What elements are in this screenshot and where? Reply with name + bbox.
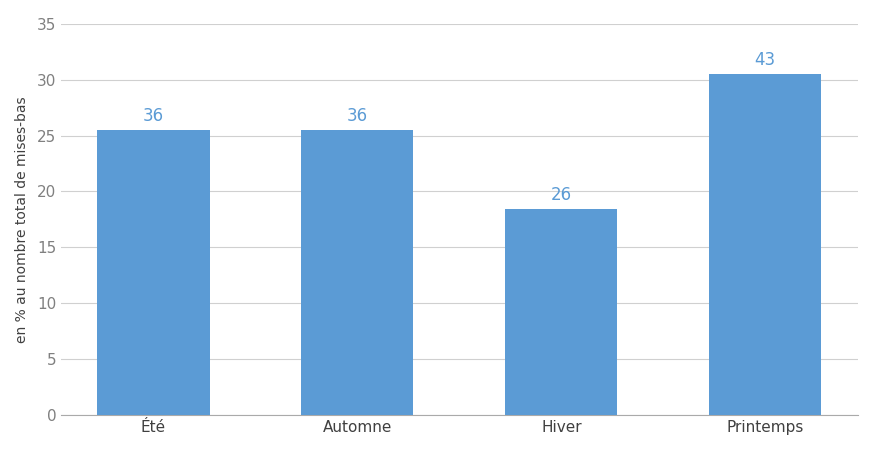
- Y-axis label: en % au nombre total de mises-bas: en % au nombre total de mises-bas: [15, 96, 29, 343]
- Bar: [301, 130, 414, 415]
- Text: 36: 36: [346, 107, 368, 125]
- Text: 26: 26: [550, 186, 572, 204]
- Text: 36: 36: [143, 107, 164, 125]
- Text: 43: 43: [754, 51, 776, 69]
- Bar: [97, 130, 210, 415]
- Bar: [505, 209, 618, 415]
- Bar: [709, 74, 822, 415]
